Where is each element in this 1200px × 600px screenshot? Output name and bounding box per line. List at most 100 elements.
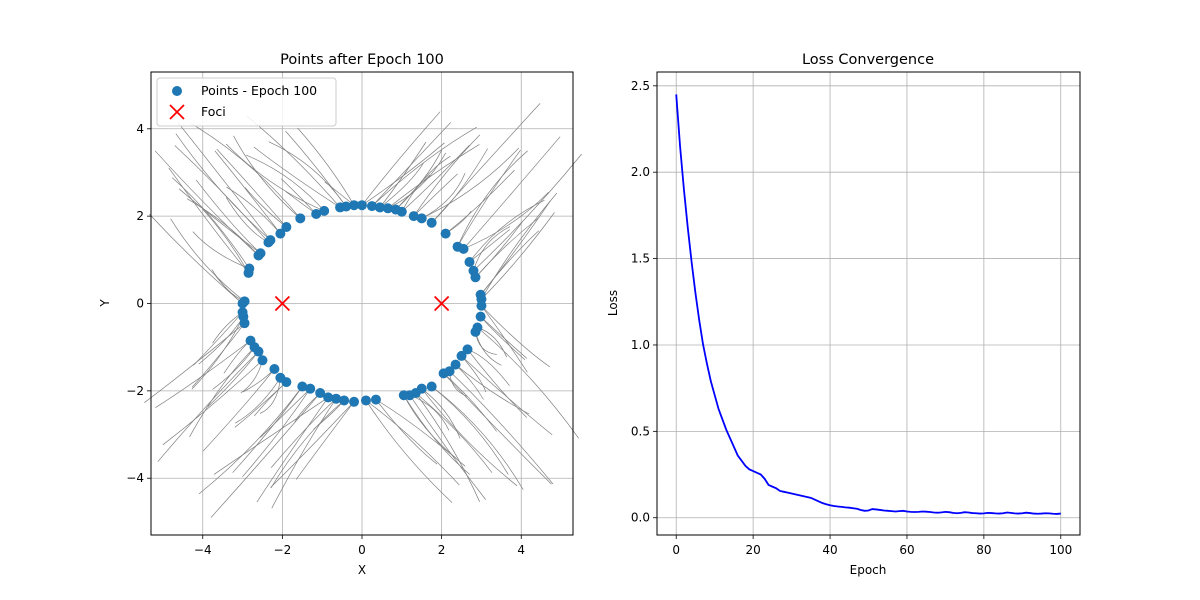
data-point — [295, 213, 306, 224]
loss-y-ticks: 0.0 0.5 1.0 1.5 2.0 2.5 — [631, 79, 657, 525]
trajectory-line — [233, 135, 301, 219]
trajectory-line — [270, 398, 337, 468]
trajectory-line — [175, 133, 271, 241]
data-point — [255, 248, 266, 259]
trajectory-lines — [144, 103, 582, 518]
trajectory-line — [234, 381, 287, 428]
trajectory-line — [481, 192, 558, 300]
trajectory-line — [168, 167, 249, 274]
trajectory-line — [480, 316, 528, 359]
trajectory-line — [246, 154, 325, 212]
data-point — [475, 311, 486, 322]
trajectory-line — [413, 134, 481, 217]
points-x-axis-label: X — [358, 563, 366, 577]
focus-marker — [274, 295, 291, 312]
trajectory-line — [253, 146, 341, 208]
points-subplot-title: Points after Epoch 100 — [280, 52, 444, 68]
data-point — [382, 203, 393, 214]
points-subplot: Points after Epoch 100 −4 −2 0 2 4 −4 −2 0 2 4 X… — [98, 52, 582, 577]
trajectory-line — [473, 226, 511, 271]
legend-foci-marker — [169, 104, 185, 120]
points-grid — [151, 72, 573, 535]
data-point — [416, 213, 427, 224]
trajectory-line — [191, 316, 244, 390]
points-series — [237, 200, 487, 407]
trajectory-line — [467, 349, 527, 418]
trajectory-line — [256, 397, 329, 503]
data-point — [464, 257, 475, 268]
trajectory-line — [379, 163, 424, 208]
trajectory-line — [361, 111, 441, 206]
trajectory-line — [214, 150, 281, 234]
trajectory-line — [371, 126, 477, 207]
trajectory-line — [154, 150, 259, 256]
data-point — [275, 372, 286, 383]
trajectory-line — [403, 395, 471, 475]
trajectory-line — [235, 377, 281, 424]
trajectory-line — [415, 392, 481, 502]
trajectory-line — [457, 150, 528, 247]
loss-x-tick-label: 20 — [745, 543, 760, 557]
legend-foci-label: Foci — [201, 104, 226, 119]
trajectory-line — [473, 153, 582, 271]
trajectory-line — [457, 149, 521, 247]
data-point — [374, 202, 385, 213]
data-point — [349, 396, 360, 407]
data-point — [331, 393, 342, 404]
loss-x-tick-label: 60 — [899, 543, 914, 557]
data-point — [366, 201, 377, 212]
data-point — [237, 307, 248, 318]
trajectory-line — [375, 399, 438, 465]
trajectory-line — [270, 400, 345, 489]
trajectory-line — [409, 395, 486, 500]
trajectory-line — [170, 218, 245, 302]
points-x-tick-label: 0 — [358, 543, 366, 557]
trajectory-line — [178, 188, 261, 254]
trajectory-line — [260, 388, 311, 438]
trajectory-line — [461, 355, 487, 393]
trajectory-line — [463, 136, 561, 250]
trajectory-line — [361, 142, 445, 206]
loss-y-tick-label: 0.5 — [631, 424, 650, 438]
points-y-ticks: −4 −2 0 2 4 — [126, 122, 151, 485]
data-point — [341, 201, 352, 212]
data-point — [438, 368, 449, 379]
data-point — [305, 383, 316, 394]
trajectory-line — [177, 121, 271, 241]
trajectory-line — [242, 388, 311, 478]
trajectory-line — [171, 177, 250, 269]
trajectory-line — [461, 355, 553, 436]
loss-y-axis-label: Loss — [606, 290, 620, 316]
trajectory-line — [469, 229, 510, 263]
trajectory-line — [445, 169, 515, 234]
trajectory-line — [421, 388, 518, 487]
trajectory-line — [449, 370, 554, 485]
trajectory-line — [162, 360, 263, 446]
loss-y-tick-label: 2.5 — [631, 79, 650, 93]
trajectory-line — [225, 143, 325, 212]
points-x-tick-label: −2 — [274, 543, 292, 557]
data-point — [281, 222, 292, 233]
trajectory-line — [186, 198, 259, 256]
data-point — [239, 296, 250, 307]
data-point — [458, 243, 469, 254]
trajectory-line — [387, 144, 480, 209]
loss-subplot-title: Loss Convergence — [802, 52, 934, 68]
trajectory-line — [455, 364, 530, 415]
trajectory-line — [270, 401, 355, 488]
data-point — [426, 217, 437, 228]
data-point — [470, 326, 481, 337]
data-point — [311, 208, 322, 219]
loss-grid — [657, 72, 1080, 535]
trajectory-line — [189, 346, 255, 438]
loss-x-axis-label: Epoch — [850, 563, 887, 577]
trajectory-line — [213, 397, 329, 475]
data-point — [245, 335, 256, 346]
trajectory-line — [481, 305, 551, 368]
data-point — [370, 394, 381, 405]
trajectory-line — [375, 399, 466, 467]
data-point — [269, 364, 280, 375]
trajectory-line — [202, 368, 275, 452]
trajectory-line — [379, 141, 427, 208]
trajectory-line — [297, 127, 355, 206]
